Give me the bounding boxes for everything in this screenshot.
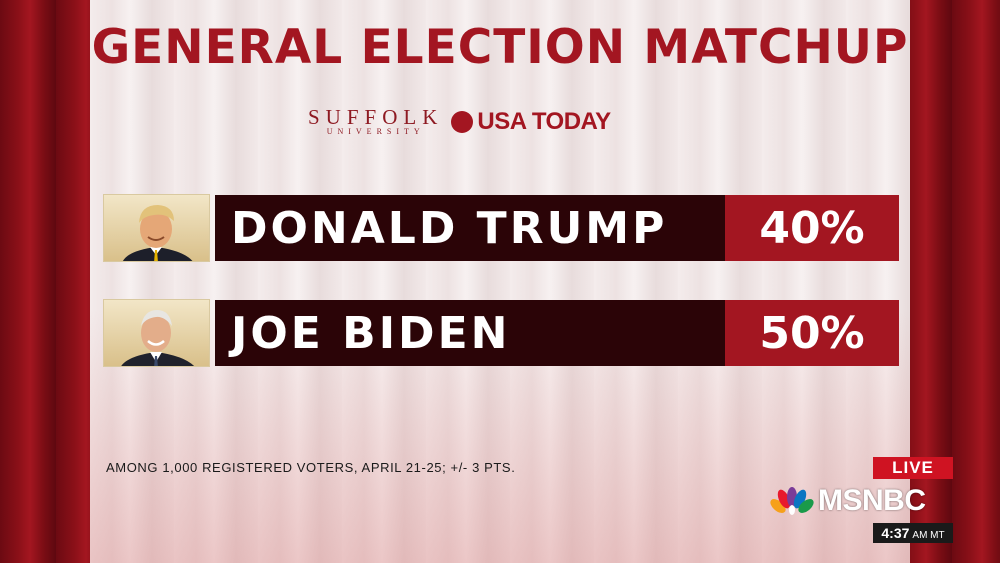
candidate-name: JOE BIDEN xyxy=(231,308,511,359)
candidate-row-biden: JOE BIDEN 50% xyxy=(103,299,899,367)
candidate-name: DONALD TRUMP xyxy=(231,203,668,254)
clock-time: 4:37 xyxy=(881,525,910,541)
suffolk-university-logo: SUFFOLK UNIVERSITY xyxy=(308,107,443,137)
candidate-percent: 40% xyxy=(759,203,865,254)
clock-timezone: AM MT xyxy=(912,530,945,541)
poll-footnote: AMONG 1,000 REGISTERED VOTERS, APRIL 21-… xyxy=(106,460,516,475)
usa-today-logo: USA TODAY xyxy=(477,108,611,135)
usa-today-dot-icon xyxy=(451,111,474,133)
broadcast-clock: 4:37 AM MT xyxy=(873,523,953,543)
candidate-percent-box: 50% xyxy=(725,300,899,366)
donald-trump-portrait-icon xyxy=(103,194,210,262)
suffolk-logo-sub: UNIVERSITY xyxy=(326,127,425,136)
candidate-row-trump: DONALD TRUMP 40% xyxy=(103,194,899,262)
graphic-panel xyxy=(90,0,910,563)
msnbc-logo: MSNBC xyxy=(770,483,926,519)
sponsor-logos: SUFFOLK UNIVERSITY USA TODAY xyxy=(308,104,611,140)
candidate-percent: 50% xyxy=(759,308,865,359)
page-title: GENERAL ELECTION MATCHUP xyxy=(91,20,909,75)
joe-biden-portrait-icon xyxy=(103,299,210,367)
network-name: MSNBC xyxy=(818,484,926,517)
candidate-percent-box: 40% xyxy=(725,195,899,261)
suffolk-logo-main: SUFFOLK xyxy=(308,105,444,129)
nbc-peacock-icon xyxy=(770,487,814,515)
candidate-name-bar: DONALD TRUMP xyxy=(215,195,725,261)
candidate-name-bar: JOE BIDEN xyxy=(215,300,725,366)
live-badge: LIVE xyxy=(873,457,953,479)
